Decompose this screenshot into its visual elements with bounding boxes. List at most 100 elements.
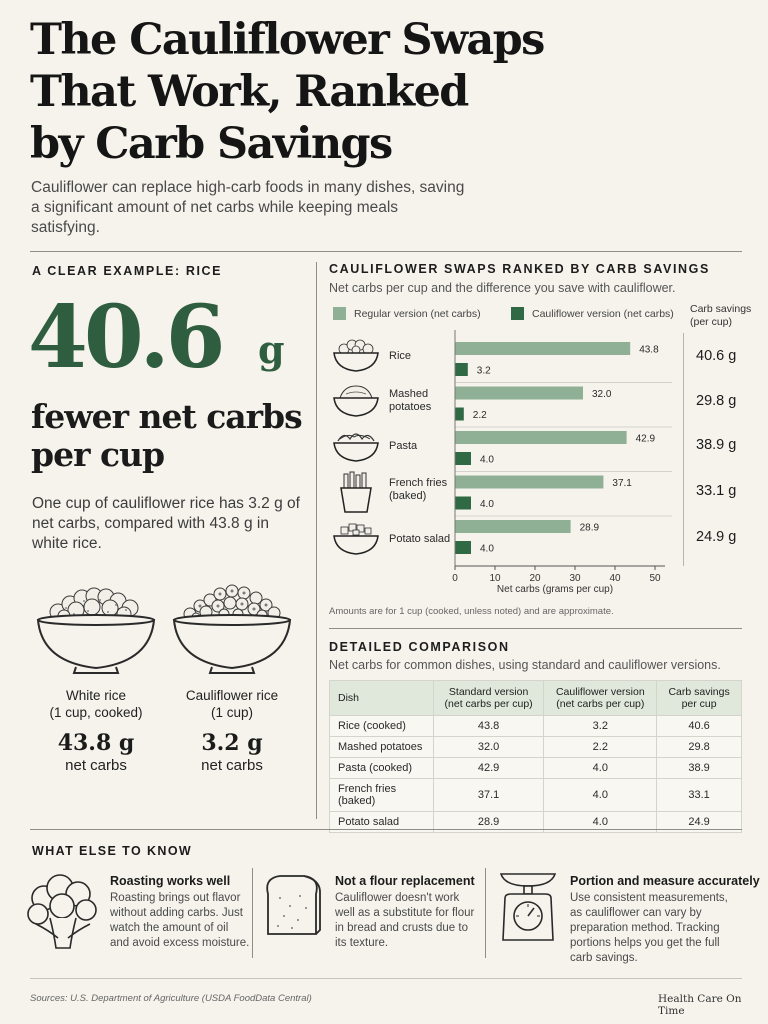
bar-cauliflower-mashed-potatoes — [455, 407, 464, 421]
cauliflower-rice-value: 3.2 g — [201, 730, 263, 756]
savings-value-rice: 40.6 g — [696, 348, 737, 364]
rice-icon — [333, 339, 379, 372]
cauliflower-rice-name-line1: Cauliflower rice — [185, 688, 279, 703]
header-divider — [30, 251, 742, 252]
value-label-cauliflower-mashed-potatoes: 2.2 — [473, 410, 487, 421]
table-cell: 42.9 — [432, 757, 545, 779]
bar-regular-rice — [455, 342, 631, 355]
page-title: The Cauliflower Swaps That Work, Ranked … — [30, 14, 750, 170]
source-note: Sources: U.S. Department of Agriculture … — [30, 993, 312, 1004]
x-tick-label: 0 — [452, 573, 458, 584]
bar-cauliflower-french-fries-baked — [455, 496, 471, 510]
table-cell: Mashed potatoes — [329, 736, 434, 758]
table-cell: 38.9 — [656, 757, 742, 779]
white-rice-card: White rice (1 cup, cooked) 43.8 g net ca… — [26, 576, 166, 774]
table-row: Pasta (cooked) 42.9 4.0 38.9 — [329, 757, 742, 779]
column-divider — [316, 262, 317, 819]
bar-regular-pasta — [455, 431, 627, 444]
savings-value-mashed-potatoes: 29.8 g — [696, 393, 737, 409]
mashed-potatoes-icon — [333, 385, 379, 417]
know-divider — [30, 829, 742, 830]
value-label-regular-mashed-potatoes: 32.0 — [592, 389, 612, 400]
page-subtitle: Cauliflower can replace high-carb foods … — [31, 179, 465, 236]
bread-icon — [266, 875, 321, 935]
legend-cauliflower-swatch — [511, 307, 524, 320]
value-label-cauliflower-french-fries-baked: 4.0 — [480, 499, 494, 510]
cauliflower-rice-name-line2: (1 cup) — [210, 705, 254, 720]
cauliflower-rice-unit: net carbs — [201, 757, 263, 774]
tip-divider-1 — [252, 868, 253, 958]
category-label-potato-salad: Potato salad — [389, 533, 450, 546]
value-label-regular-pasta: 42.9 — [636, 434, 656, 445]
savings-column-divider — [683, 333, 684, 566]
white-rice-name-line2: (1 cup, cooked) — [49, 705, 143, 720]
table-cell: 33.1 — [656, 778, 742, 812]
legend-regular: Regular version (net carbs) — [333, 307, 481, 320]
bar-cauliflower-rice — [455, 363, 468, 376]
cauliflower-rice-card: Cauliflower rice (1 cup) 3.2 g net carbs — [162, 576, 302, 774]
table-cell: 29.8 — [656, 736, 742, 758]
caption-line-2: per cup — [31, 435, 165, 474]
savings-header-line2: (per cup) — [690, 316, 733, 328]
header-cauliflower-line2: (net carbs per cup) — [556, 698, 645, 710]
scale-icon — [499, 873, 557, 941]
table-header-cauliflower: Cauliflower version (net carbs per cup) — [543, 680, 658, 716]
white-rice-value: 43.8 g — [57, 730, 135, 756]
white-rice-name: White rice (1 cup, cooked) — [26, 687, 166, 721]
legend-cauliflower: Cauliflower version (net carbs) — [511, 307, 674, 320]
savings-header: Carb savings (per cup) — [690, 303, 751, 329]
brand-name: Health Care On Time — [658, 993, 742, 1017]
category-label-french-fries: French fries (baked) — [389, 477, 447, 503]
table-row: Mashed potatoes 32.0 2.2 29.8 — [329, 736, 742, 758]
category-label-fries-line1: French fries — [389, 477, 448, 489]
title-line-2: That Work, Ranked — [30, 67, 469, 117]
table-cell: 3.2 — [543, 715, 658, 737]
savings-value-french-fries: 33.1 g — [696, 483, 737, 499]
header-savings-line2: per cup — [681, 698, 717, 710]
bar-cauliflower-pasta — [455, 452, 471, 465]
cauliflower-rice-name: Cauliflower rice (1 cup) — [162, 687, 302, 721]
tip-roasting-heading: Roasting works well — [110, 874, 231, 888]
x-tick-label: 20 — [529, 573, 541, 584]
category-label-rice: Rice — [389, 350, 411, 363]
header-savings-line1: Carb savings — [668, 686, 730, 698]
example-explanation: One cup of cauliflower rice has 3.2 g of… — [32, 495, 300, 552]
table-cell: 32.0 — [432, 736, 545, 758]
big-savings-number: 40.6 — [28, 287, 225, 388]
tip-portion-body: Use consistent measurements, as cauliflo… — [570, 892, 728, 964]
savings-value-pasta: 38.9 g — [696, 437, 737, 453]
x-tick-label: 50 — [649, 573, 661, 584]
tip-flour-heading: Not a flour replacement — [335, 874, 475, 888]
table-row: Rice (cooked) 43.8 3.2 40.6 — [329, 715, 742, 737]
table-cell: 40.6 — [656, 715, 742, 737]
legend-regular-label: Regular version (net carbs) — [354, 307, 481, 320]
know-title: WHAT ELSE TO KNOW — [32, 844, 193, 858]
table-header-standard: Standard version (net carbs per cup) — [432, 680, 545, 716]
legend-cauliflower-label: Cauliflower version (net carbs) — [532, 307, 674, 320]
chart-table-divider — [329, 628, 742, 629]
tip-portion-heading: Portion and measure accurately — [570, 874, 760, 888]
cauliflower-icon — [27, 874, 97, 949]
white-rice-unit: net carbs — [65, 757, 127, 774]
value-label-cauliflower-pasta: 4.0 — [480, 455, 494, 466]
category-label-mashed-line1: Mashed — [389, 388, 429, 400]
caption-line-1: fewer net carbs — [31, 397, 303, 436]
value-label-cauliflower-rice: 3.2 — [477, 366, 491, 377]
tip-divider-2 — [485, 868, 486, 958]
category-label-pasta: Pasta — [389, 440, 417, 453]
header-dish-text: Dish — [338, 692, 360, 704]
x-tick-label: 40 — [609, 573, 621, 584]
table-cell: 37.1 — [432, 778, 545, 812]
bar-cauliflower-potato-salad — [455, 541, 471, 554]
title-line-3: by Carb Savings — [30, 119, 393, 169]
bar-regular-french-fries-baked — [455, 475, 604, 489]
category-label-potato-salad-line1: Potato salad — [389, 533, 451, 545]
white-rice-name-line1: White rice — [65, 688, 126, 703]
pasta-icon — [333, 433, 379, 462]
legend-regular-swatch — [333, 307, 346, 320]
big-savings-caption: fewer net carbs per cup — [31, 398, 311, 474]
french-fries-icon — [340, 471, 372, 513]
table-title: DETAILED COMPARISON — [329, 640, 510, 654]
category-label-rice-line1: Rice — [389, 350, 412, 362]
value-label-regular-rice: 43.8 — [639, 345, 659, 356]
